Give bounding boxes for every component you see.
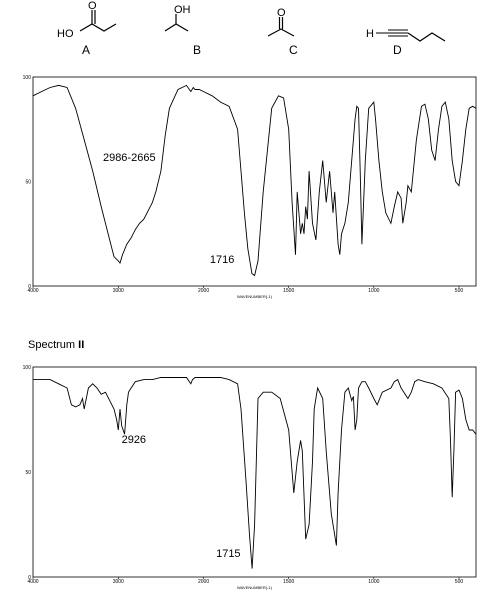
molecule-a: O HO A bbox=[57, 0, 117, 57]
spectrum-2-title: Spectrum II bbox=[28, 339, 84, 351]
peak-annotation: 2926 bbox=[122, 434, 146, 446]
molecule-label-c: C bbox=[289, 43, 298, 57]
peak-annotation: 2986-2665 bbox=[103, 152, 156, 164]
molecule-d: H D bbox=[366, 28, 446, 57]
x-tick-label: 500 bbox=[455, 288, 464, 294]
x-tick-label: 3000 bbox=[113, 288, 124, 294]
x-tick-label: 1000 bbox=[368, 579, 379, 585]
y-tick-label: 50 bbox=[25, 180, 31, 186]
y-tick-label: 100 bbox=[23, 75, 32, 81]
y-tick-label: 100 bbox=[23, 365, 32, 371]
ir-spectrum-1: 4000 3000 2000 1500 1000 500 0 50 100 WAVENUMBER(… bbox=[23, 75, 477, 299]
x-tick-label: 1500 bbox=[283, 579, 294, 585]
x-tick-label: 4000 bbox=[27, 288, 38, 294]
spectrum-trace bbox=[33, 377, 477, 569]
molecule-label-a: A bbox=[82, 43, 90, 57]
atom-label-oh: OH bbox=[174, 4, 191, 16]
x-tick-label: 2000 bbox=[198, 288, 209, 294]
x-tick-label: 3000 bbox=[113, 579, 124, 585]
molecule-b: OH B bbox=[164, 4, 201, 57]
atom-label-ho: HO bbox=[57, 28, 74, 40]
peak-annotation: 1715 bbox=[216, 548, 240, 560]
atom-label-o: O bbox=[88, 0, 97, 12]
y-tick-label: 50 bbox=[25, 470, 31, 476]
y-tick-label: 0 bbox=[28, 575, 31, 581]
atom-label-h: H bbox=[366, 28, 374, 40]
x-tick-label: 1000 bbox=[368, 288, 379, 294]
peak-annotation: 1716 bbox=[210, 254, 234, 266]
atom-label-o: O bbox=[277, 7, 286, 19]
x-tick-label: 4000 bbox=[27, 579, 38, 585]
x-axis-label: WAVENUMBER(-1) bbox=[237, 585, 273, 590]
spectrum-trace bbox=[32, 84, 477, 277]
x-tick-label: 2000 bbox=[198, 579, 209, 585]
x-tick-label: 1500 bbox=[283, 288, 294, 294]
spectrum-2-title-text: Spectrum bbox=[28, 339, 79, 351]
spectrum-2-title-numeral: II bbox=[78, 339, 85, 351]
molecule-label-b: B bbox=[193, 43, 201, 57]
x-tick-label: 500 bbox=[455, 579, 464, 585]
ir-spectrum-2: 4000 3000 2000 1500 1000 500 0 50 100 WAVENUMBER(… bbox=[23, 365, 477, 590]
molecule-label-d: D bbox=[393, 43, 402, 57]
molecule-c: O C bbox=[267, 7, 298, 57]
x-axis-label: WAVENUMBER(-1) bbox=[237, 294, 273, 299]
y-tick-label: 0 bbox=[28, 284, 31, 290]
